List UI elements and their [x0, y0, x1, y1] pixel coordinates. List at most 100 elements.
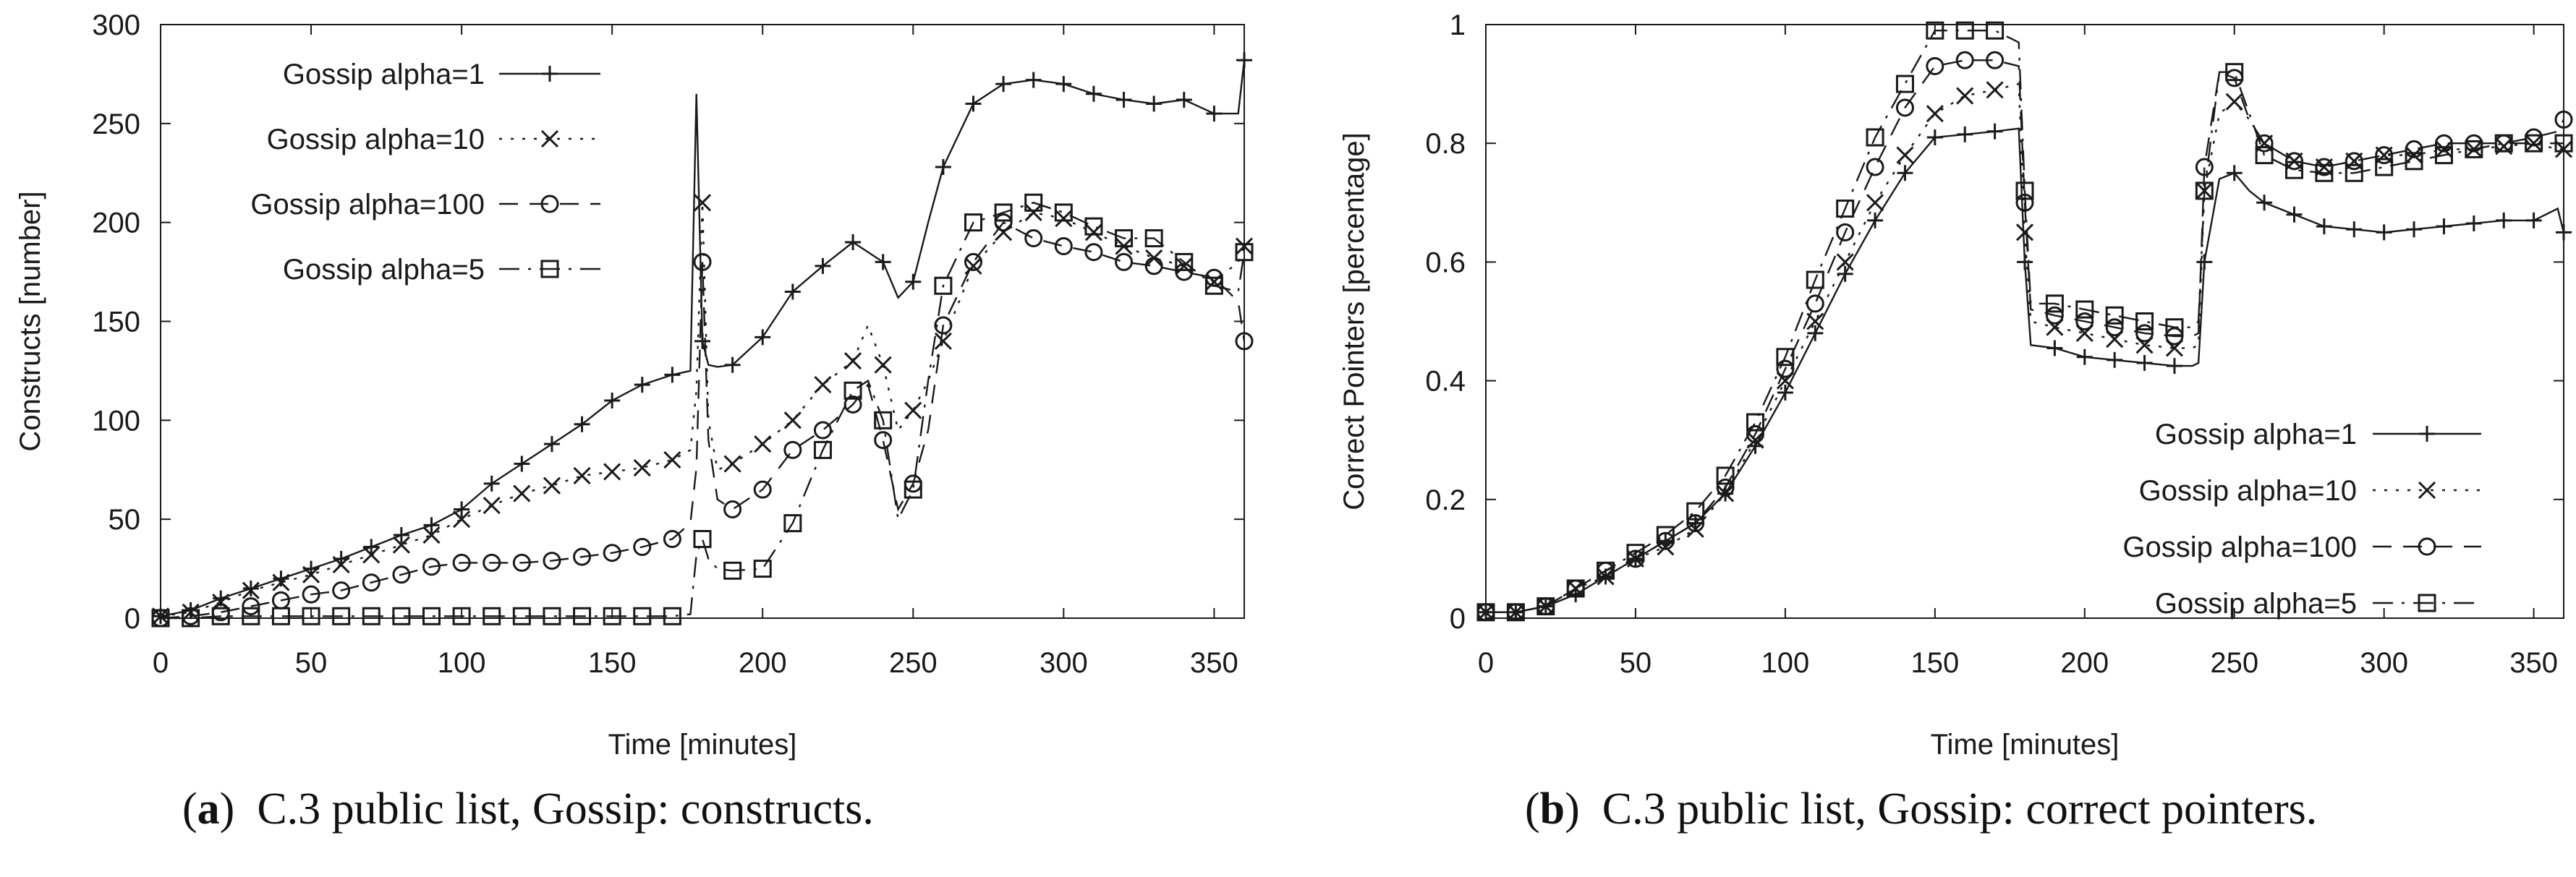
- y-tick-label-b: 1: [1450, 9, 1466, 41]
- data-point-b-1: [1807, 325, 1824, 341]
- data-point-a-4: [663, 607, 681, 625]
- data-point-a-4: [483, 607, 501, 625]
- data-point-b-4: [1506, 603, 1525, 622]
- data-point-a-2: [453, 510, 471, 529]
- series-line-a-3: [160, 221, 1246, 620]
- data-point-b-4: [2225, 63, 2244, 82]
- caption-a-text: C.3 public list, Gossip: constructs.: [257, 784, 874, 834]
- data-point-b-4: [1716, 466, 1735, 485]
- y-tick-label-a: 0: [124, 603, 140, 635]
- data-point-b-3: [1926, 56, 1944, 75]
- data-point-b-4: [2525, 134, 2543, 153]
- data-point-a-3: [1235, 332, 1254, 351]
- data-point-b-3: [2075, 312, 2094, 330]
- y-tick-label-a: 100: [92, 405, 140, 437]
- data-point-b-1: [2376, 224, 2392, 241]
- data-point-b-4: [1866, 128, 1884, 147]
- y-axis-label-b: Correct Pointers [percentage]: [1338, 132, 1370, 510]
- data-point-a-3: [633, 537, 652, 556]
- data-point-b-4: [2045, 294, 2064, 313]
- data-point-b-3: [2105, 318, 2124, 337]
- data-point-a-1: [724, 356, 741, 373]
- data-point-a-3: [723, 500, 742, 518]
- data-point-b-2: [1926, 105, 1944, 123]
- data-point-b-4: [1895, 74, 1914, 93]
- data-point-b-4: [1686, 502, 1705, 521]
- data-point-a-3: [543, 552, 561, 570]
- data-point-a-4: [211, 607, 230, 625]
- x-tick-label-b: 200: [2060, 647, 2109, 679]
- data-point-a-3: [663, 530, 681, 549]
- data-point-b-3: [1986, 51, 2005, 69]
- data-point-a-3: [934, 316, 953, 335]
- data-point-b-1: [2316, 218, 2332, 235]
- series-b-1: [1478, 123, 2572, 620]
- data-point-b-4: [1626, 544, 1645, 562]
- data-point-b-1: [2196, 254, 2213, 270]
- data-point-a-1: [574, 416, 590, 432]
- data-point-b-1: [1897, 165, 1913, 181]
- data-point-a-1: [543, 436, 560, 453]
- data-point-b-4: [2494, 134, 2513, 153]
- data-point-a-4: [813, 440, 832, 459]
- y-tick-label-a: 200: [92, 208, 140, 239]
- legend-label-b-3: Gossip alpha=100: [2122, 531, 2357, 563]
- data-point-a-1: [995, 76, 1012, 93]
- data-point-b-1: [2436, 218, 2452, 235]
- data-point-b-2: [1866, 194, 1884, 212]
- data-point-b-3: [2434, 134, 2453, 153]
- data-point-b-1: [2226, 165, 2243, 181]
- y-tick-label-b: 0.2: [1425, 484, 1466, 516]
- data-point-a-1: [935, 159, 951, 176]
- data-point-a-1: [905, 273, 922, 290]
- data-point-a-3: [783, 440, 802, 459]
- data-point-a-3: [1084, 243, 1103, 262]
- series-a-1: [153, 52, 1252, 625]
- data-point-a-2: [332, 556, 350, 574]
- data-point-a-4: [392, 607, 411, 625]
- data-point-a-2: [242, 581, 260, 599]
- data-point-a-2: [783, 411, 802, 429]
- x-tick-label-b: 150: [1910, 647, 1959, 679]
- data-point-a-3: [362, 573, 381, 592]
- data-point-b-3: [2135, 324, 2154, 343]
- data-point-b-4: [1955, 21, 1974, 40]
- data-point-a-4: [633, 607, 652, 625]
- data-point-a-2: [633, 458, 651, 477]
- data-point-a-3: [874, 431, 893, 450]
- data-point-b-3: [2345, 152, 2363, 171]
- data-point-b-4: [1776, 348, 1795, 367]
- data-point-a-1: [483, 475, 500, 492]
- data-point-a-2: [1235, 237, 1254, 255]
- data-point-b-2: [1986, 81, 2004, 99]
- data-point-b-2: [1657, 538, 1675, 556]
- data-point-a-4: [1175, 252, 1194, 271]
- data-point-a-1: [1115, 91, 1132, 108]
- data-point-a-3: [994, 213, 1013, 232]
- y-tick-label-b: 0.8: [1425, 128, 1466, 160]
- data-point-a-4: [332, 607, 351, 625]
- data-point-b-4: [1986, 21, 2005, 40]
- data-point-b-3: [1776, 359, 1795, 378]
- data-point-b-4: [2405, 152, 2423, 171]
- data-point-a-3: [422, 557, 441, 576]
- data-point-b-3: [2045, 306, 2064, 325]
- data-point-a-4: [512, 607, 531, 625]
- caption-b: (b) C.3 public list, Gossip: correct poi…: [1525, 784, 2318, 834]
- data-point-b-2: [2225, 93, 2243, 111]
- data-point-a-3: [512, 553, 531, 572]
- data-point-a-3: [1054, 237, 1073, 256]
- data-point-a-4: [573, 607, 592, 625]
- series-line-b-4: [1486, 30, 2564, 613]
- data-point-a-1: [965, 95, 982, 112]
- data-point-a-2: [302, 565, 320, 583]
- data-point-b-4: [2195, 181, 2214, 200]
- legend-marker-b-3: [2418, 537, 2436, 556]
- data-point-b-1: [2017, 254, 2033, 270]
- legend-marker-a-2: [540, 129, 559, 148]
- legend-label-a-1: Gossip alpha=1: [283, 59, 485, 90]
- data-point-b-2: [2525, 134, 2543, 153]
- data-point-b-3: [1716, 478, 1735, 497]
- data-point-b-1: [1777, 385, 1793, 401]
- data-point-b-4: [1536, 597, 1555, 616]
